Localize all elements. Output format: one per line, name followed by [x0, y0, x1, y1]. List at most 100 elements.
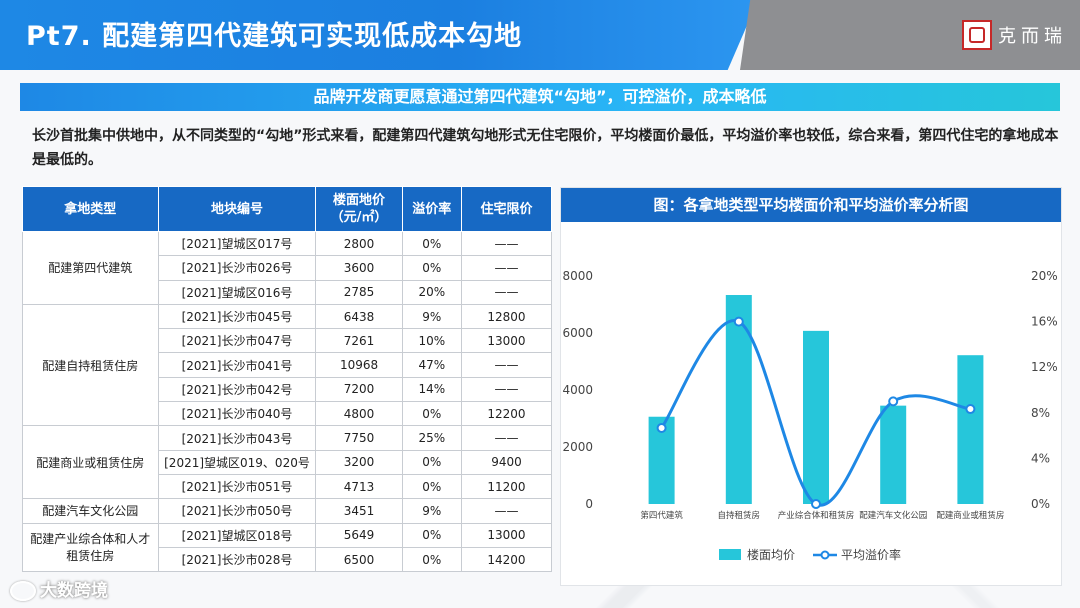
combo-chart: 0 2000 4000 6000 8000 0% 4% 8% 12% 16% 20% 第四代建筑 自持租… — [562, 269, 1058, 562]
floor-price-cell: 7261 — [315, 328, 403, 354]
plot-id-cell: [2021]望城区017号 — [157, 230, 317, 257]
logo-text: 克而瑞 — [998, 26, 1067, 47]
premium-rate-cell: 20% — [401, 279, 462, 305]
price-cap-cell: 13000 — [460, 328, 553, 354]
y-left-tick-label: 8000 — [562, 269, 593, 283]
y-right-tick-label: 12% — [1031, 360, 1058, 374]
plot-id-cell: [2021]长沙市042号 — [157, 376, 317, 403]
subtitle-text: 品牌开发商更愿意通过第四代建筑“勾地”，可控溢价，成本略低 — [313, 87, 767, 106]
land-table: 拿地类型 地块编号 楼面地价（元/㎡） 溢价率 住宅限价 配建第四代建筑 [202… — [22, 186, 553, 573]
price-cap-cell: —— — [460, 352, 553, 378]
floor-price-cell: 6438 — [315, 303, 403, 330]
table-header-cell: 溢价率 — [401, 186, 462, 232]
line-point — [733, 316, 744, 327]
floor-price-cell: 4800 — [315, 401, 403, 427]
legend-bar-label: 楼面均价 — [747, 547, 795, 562]
floor-price-cell: 2800 — [315, 230, 403, 257]
table-row: [2021]长沙市040号 4800 0% 12200 — [23, 401, 553, 427]
x-tick-label: 配建商业或租赁房 — [936, 510, 1004, 521]
premium-rate-cell: 10% — [401, 328, 462, 354]
y-right-tick-label: 4% — [1031, 451, 1050, 465]
y-right-tick-label: 0% — [1031, 497, 1050, 511]
premium-rate-cell: 0% — [401, 255, 462, 281]
floor-price-cell: 5649 — [315, 522, 403, 548]
land-type-cell: 配建汽车文化公园 — [22, 498, 159, 524]
y-right-tick-label: 16% — [1031, 315, 1058, 329]
table-row: [2021]长沙市042号 7200 14% —— — [23, 376, 553, 403]
plot-id-cell: [2021]望城区016号 — [157, 279, 317, 305]
line-point — [811, 499, 821, 509]
floor-price-cell: 4713 — [315, 473, 403, 500]
logo-area — [740, 0, 1080, 70]
logo-seal-icon — [962, 20, 992, 50]
y-left-tick-label: 2000 — [562, 440, 593, 454]
plot-id-cell: [2021]长沙市026号 — [157, 255, 317, 281]
line-point — [965, 404, 976, 415]
price-cap-cell: 9400 — [460, 449, 553, 475]
premium-rate-line — [660, 319, 971, 507]
table-row: [2021]望城区019、020号 3200 0% 9400 — [23, 449, 553, 475]
table-row: 配建第四代建筑 [2021]望城区017号 2800 0% —— — [22, 230, 553, 305]
price-cap-cell: 11200 — [460, 473, 553, 500]
table-row: 配建汽车文化公园 [2021]长沙市050号 3451 9% —— — [22, 498, 553, 524]
bar — [957, 355, 984, 504]
price-cap-cell: —— — [460, 279, 553, 305]
premium-rate-cell: 14% — [401, 376, 462, 403]
price-cap-cell: —— — [460, 230, 553, 257]
watermark-text: 大数跨境 — [40, 581, 108, 601]
chart-title: 图：各拿地类型平均楼面价和平均溢价率分析图 — [561, 188, 1061, 222]
line-point — [888, 396, 899, 407]
premium-rate-cell: 0% — [401, 449, 462, 475]
table-body: 配建第四代建筑 [2021]望城区017号 2800 0% —— [2021]长沙市026… — [22, 230, 553, 573]
table-header-cell: 地块编号 — [157, 186, 317, 232]
y-left-tick-label: 4000 — [562, 383, 593, 397]
floor-price-cell: 2785 — [315, 279, 403, 305]
price-cap-cell: 13000 — [460, 522, 553, 548]
table-row: 配建产业综合体和人才租赁住房 [2021]望城区018号 5649 0% 13000 — [22, 522, 553, 573]
table-header-cell: 住宅限价 — [460, 186, 553, 232]
plot-id-cell: [2021]长沙市047号 — [157, 328, 317, 354]
table-header-row: 拿地类型 地块编号 楼面地价（元/㎡） 溢价率 住宅限价 — [22, 186, 553, 232]
price-cap-cell: 14200 — [460, 546, 553, 573]
table-row: [2021]望城区016号 2785 20% —— — [23, 279, 553, 305]
floor-price-cell: 7750 — [315, 425, 403, 451]
plot-id-cell: [2021]长沙市041号 — [157, 352, 317, 378]
plot-id-cell: [2021]望城区018号 — [157, 522, 317, 548]
table-row: 配建商业或租赁住房 [2021]长沙市043号 7750 25% —— — [22, 425, 553, 500]
price-cap-cell: 12800 — [460, 303, 553, 330]
floor-price-cell: 6500 — [315, 546, 403, 573]
land-type-cell: 配建自持租赁住房 — [22, 303, 159, 427]
table-row: [2021]长沙市047号 7261 10% 13000 — [23, 328, 553, 354]
price-cap-cell: —— — [460, 498, 553, 524]
watermark-logo-icon — [10, 581, 36, 601]
subtitle-bar: 品牌开发商更愿意通过第四代建筑“勾地”，可控溢价，成本略低 — [20, 83, 1060, 111]
x-tick-label: 产业综合体和租赁房 — [778, 510, 855, 521]
table-row: 配建自持租赁住房 [2021]长沙市045号 6438 9% 12800 — [22, 303, 553, 427]
table-header-cell: 拿地类型 — [22, 186, 159, 232]
legend-bar-swatch — [719, 549, 741, 560]
price-cap-cell: —— — [460, 255, 553, 281]
premium-rate-cell: 9% — [401, 303, 462, 330]
bar — [803, 330, 829, 504]
x-tick-label: 第四代建筑 — [640, 510, 683, 521]
table-row: [2021]长沙市051号 4713 0% 11200 — [23, 473, 553, 500]
legend-line-label: 平均溢价率 — [841, 547, 901, 562]
floor-price-cell: 7200 — [315, 376, 403, 403]
price-cap-cell: —— — [460, 376, 553, 403]
chart-panel: 图：各拿地类型平均楼面价和平均溢价率分析图 0 2000 4000 6000 8000 0… — [560, 187, 1062, 586]
premium-rate-cell: 25% — [401, 425, 462, 451]
legend-line-marker — [820, 550, 830, 560]
price-cap-cell: —— — [460, 425, 553, 451]
premium-rate-cell: 0% — [401, 230, 462, 257]
header: Pt7. 配建第四代建筑可实现低成本勾地 克而瑞 — [0, 0, 1080, 70]
floor-price-cell: 3200 — [315, 449, 403, 475]
plot-id-cell: [2021]长沙市050号 — [157, 498, 317, 524]
premium-rate-cell: 0% — [401, 546, 462, 573]
y-left-tick-label: 6000 — [562, 326, 593, 340]
land-type-cell: 配建第四代建筑 — [22, 231, 159, 305]
land-type-cell: 配建商业或租赁住房 — [22, 425, 159, 500]
floor-price-cell: 3451 — [315, 498, 403, 524]
table-row: [2021]长沙市026号 3600 0% —— — [23, 255, 553, 281]
plot-id-cell: [2021]长沙市043号 — [157, 425, 317, 451]
land-type-cell: 配建产业综合体和人才租赁住房 — [22, 522, 159, 573]
